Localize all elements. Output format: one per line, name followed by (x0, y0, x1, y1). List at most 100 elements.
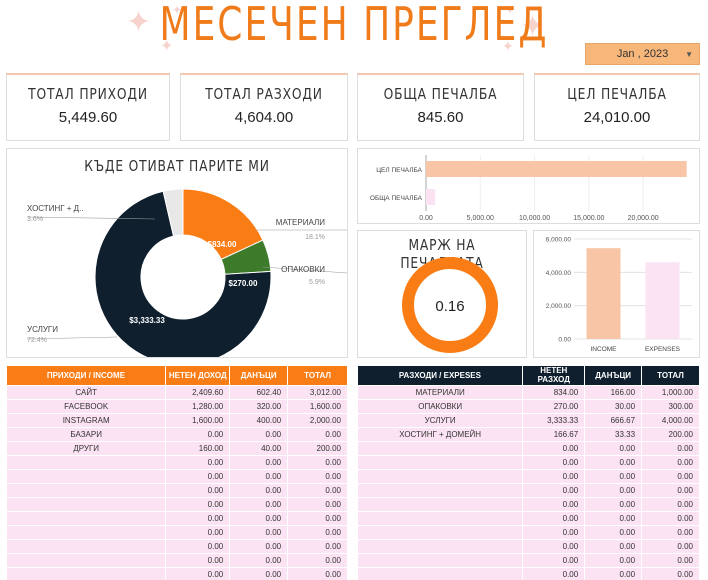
bar (586, 248, 621, 339)
row-label-cell (5, 524, 167, 540)
table-row: ДРУГИ 160.00 40.00 200.00 (5, 440, 348, 456)
row-label-cell: УСЛУГИ (356, 412, 524, 428)
table-row: 0.00 0.00 0.00 (5, 482, 348, 498)
table-row: МАТЕРИАЛИ 834.00 166.00 1,000.00 (356, 384, 700, 400)
table-row: 0.00 0.00 0.00 (356, 496, 700, 512)
row-value-cell: 0.00 (522, 510, 586, 526)
row-label-cell (5, 510, 167, 526)
table-row: 0.00 0.00 0.00 (356, 510, 700, 526)
label-services: УСЛУГИ (27, 325, 58, 334)
row-value-cell: 0.00 (641, 538, 700, 554)
row-value-cell: 1,600.00 (287, 398, 348, 414)
table-row: 0.00 0.00 0.00 (5, 454, 348, 470)
profit-goal-chart-panel: 0.00 5,000.00 10,000.00 15,000.00 20,000.00 Ц… (357, 148, 700, 224)
table-header-row: РАЗХОДИ / EXPESES НЕТЕН РАЗХОД ДАНЪЦИ ТО… (357, 366, 700, 385)
profit-goal-bar-chart: 0.00 5,000.00 10,000.00 15,000.00 20,000.00 Ц… (370, 155, 687, 222)
donut-title: КЪДЕ ОТИВАТ ПАРИТЕ МИ (84, 157, 270, 175)
row-value-cell: 0.00 (287, 524, 348, 540)
sparkle-icon: ✦ (502, 39, 514, 55)
kpi-value: 24,010.00 (583, 109, 651, 126)
spending-donut-panel: КЪДЕ ОТИВАТ ПАРИТЕ МИ ХОСТИНГ + Д.. 3.6%… (6, 148, 348, 358)
table-row: 0.00 0.00 0.00 (356, 524, 700, 540)
table-row: 0.00 0.00 0.00 (356, 468, 700, 484)
col-header: ПРИХОДИ / INCOME (6, 366, 167, 385)
col-header: ТОТАЛ (641, 366, 700, 385)
col-header: ТОТАЛ (287, 366, 348, 385)
table-row: 0.00 0.00 0.00 (5, 510, 348, 526)
row-value-cell: 0.00 (641, 510, 700, 526)
row-label-cell: ДРУГИ (5, 440, 167, 456)
category-label: INCOME (591, 346, 618, 353)
row-label-cell: МАТЕРИАЛИ (356, 384, 524, 400)
row-value-cell: 1,600.00 (165, 412, 231, 428)
bar (645, 262, 680, 339)
col-header: НЕТЕН РАЗХОД (522, 366, 586, 385)
row-value-cell: 0.00 (641, 468, 700, 484)
row-value-cell: 0.00 (287, 468, 348, 484)
row-value-cell: 2,409.60 (165, 384, 231, 400)
table-header-row: ПРИХОДИ / INCOME НЕТЕН ДОХОД ДАНЪЦИ ТОТА… (6, 366, 348, 385)
kpi-value: 4,604.00 (234, 109, 294, 126)
row-value-cell: 166.67 (522, 426, 586, 442)
sparkle-icon: ✦ (172, 3, 183, 17)
row-value-cell: 200.00 (287, 440, 348, 456)
bar (426, 161, 687, 177)
margin-value: 0.16 (435, 298, 464, 315)
row-value-cell: 4,000.00 (641, 412, 700, 428)
x-tick-label: 15,000.00 (573, 215, 604, 222)
table-row: УСЛУГИ 3,333.33 666.67 4,000.00 (356, 412, 700, 428)
kpi-total-expenses: ТОТАЛ РАЗХОДИ 4,604.00 (180, 73, 348, 141)
category-label: EXPENSES (645, 346, 681, 353)
row-value-cell: 834.00 (522, 384, 586, 400)
row-value-cell: 0.00 (287, 482, 348, 498)
row-label-cell (5, 496, 167, 512)
pct-hosting: 3.6% (27, 216, 43, 223)
row-value-cell: 0.00 (229, 510, 289, 526)
slice-services (94, 190, 272, 357)
row-label-cell (356, 524, 524, 540)
chevron-down-icon: ▼ (685, 50, 693, 59)
y-tick-label: 6,000.00 (546, 237, 572, 244)
kpi-value: 845.60 (417, 109, 464, 126)
row-value-cell: 0.00 (641, 552, 700, 568)
category-label: ОБЩА ПЕЧАЛБА (370, 195, 423, 202)
row-label-cell (5, 552, 167, 568)
x-tick-label: 0.00 (419, 215, 433, 222)
spending-donut-chart: ХОСТИНГ + Д.. 3.6% МАТЕРИАЛИ 18.1% ОПАКО… (26, 188, 347, 357)
ring-fill (402, 257, 498, 353)
row-value-cell: 166.00 (584, 384, 643, 400)
label-hosting: ХОСТИНГ + Д.. (27, 204, 84, 213)
row-value-cell: 3,333.33 (522, 412, 586, 428)
row-value-cell: 200.00 (641, 426, 700, 442)
row-value-cell: 0.00 (287, 454, 348, 470)
row-value-cell: 0.00 (229, 426, 289, 442)
table-row: 0.00 0.00 0.00 (5, 566, 348, 580)
table-row: 0.00 0.00 0.00 (356, 538, 700, 554)
row-value-cell: 3,012.00 (287, 384, 348, 400)
row-value-cell: 0.00 (584, 482, 643, 498)
table-row: 0.00 0.00 0.00 (5, 552, 348, 568)
sparkle-icon: ✦ (160, 36, 174, 55)
kpi-profit-goal: ЦЕЛ ПЕЧАЛБА 24,010.00 (534, 73, 700, 141)
row-value-cell: 0.00 (229, 496, 289, 512)
row-value-cell: 0.00 (641, 440, 700, 456)
sparkle-icon: ✦ (520, 9, 546, 44)
row-value-cell: 0.00 (165, 454, 231, 470)
row-value-cell: 300.00 (641, 398, 700, 414)
row-value-cell: 0.00 (641, 454, 700, 470)
row-value-cell: 0.00 (584, 440, 643, 456)
row-value-cell: 0.00 (229, 468, 289, 484)
sparkle-icon: ✦ (505, 3, 516, 17)
kpi-label: ЦЕЛ ПЕЧАЛБА (567, 85, 667, 103)
month-selector[interactable]: Jan , 2023 ▼ (585, 43, 700, 65)
row-label-cell (356, 482, 524, 498)
row-value-cell: 0.00 (522, 524, 586, 540)
row-label-cell (356, 566, 524, 580)
slice-hosting (162, 188, 184, 237)
kpi-label: ОБЩА ПЕЧАЛБА (383, 85, 498, 103)
pct-services: 72.4% (27, 337, 47, 344)
row-value-cell: 0.00 (522, 440, 586, 456)
row-value-cell: 320.00 (229, 398, 289, 414)
row-label-cell (356, 552, 524, 568)
row-value-cell: 0.00 (229, 524, 289, 540)
